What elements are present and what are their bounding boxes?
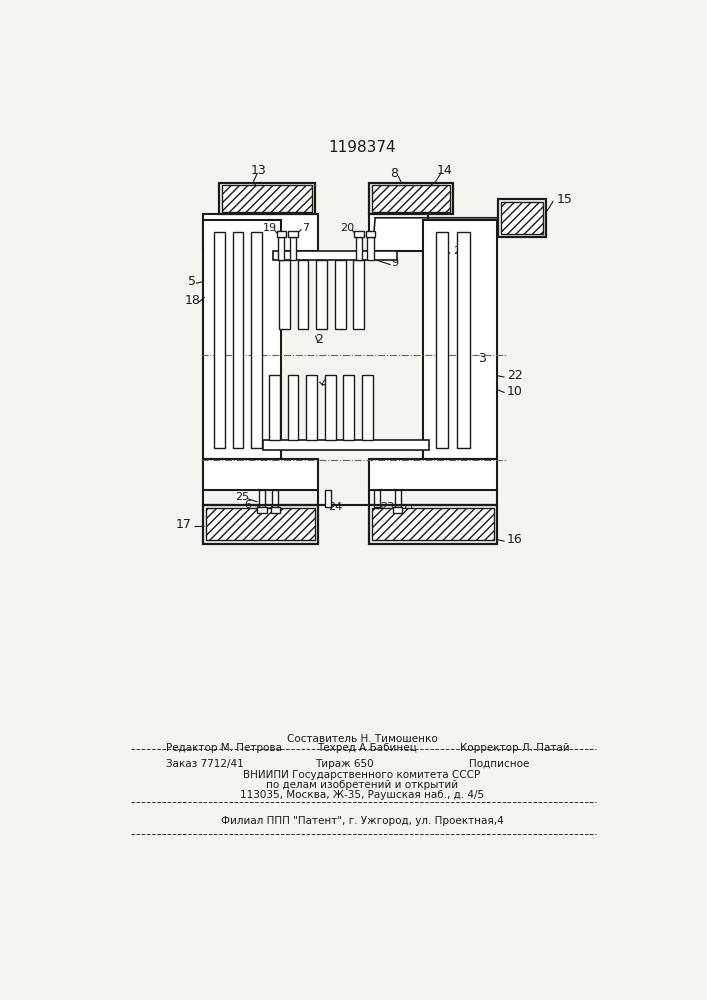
Text: Заказ 7712/41: Заказ 7712/41	[166, 759, 244, 769]
Text: 24: 24	[328, 502, 342, 512]
Text: 16: 16	[507, 533, 522, 546]
Text: 1198374: 1198374	[328, 140, 396, 155]
Text: Редактор М. Петрова: Редактор М. Петрова	[166, 743, 282, 753]
Bar	[325, 490, 331, 507]
Text: 15: 15	[556, 193, 573, 206]
Text: 20: 20	[340, 223, 354, 233]
Text: 10: 10	[507, 385, 522, 398]
Bar	[214, 232, 225, 448]
Bar	[298, 260, 308, 329]
Bar	[259, 490, 265, 507]
Bar	[272, 490, 279, 507]
Text: 4: 4	[321, 377, 329, 390]
Bar	[457, 232, 469, 448]
Bar	[288, 375, 298, 440]
Text: Техред А.Бабинец: Техред А.Бабинец	[317, 743, 416, 753]
Text: Подписное: Подписное	[469, 759, 530, 769]
Bar	[395, 490, 401, 507]
Bar	[279, 260, 290, 329]
Bar	[344, 375, 354, 440]
Text: Филиал ППП "Патент", г. Ужгород, ул. Проектная,4: Филиал ППП "Патент", г. Ужгород, ул. Про…	[221, 816, 503, 826]
Text: 25: 25	[235, 492, 249, 502]
Text: 23: 23	[380, 502, 394, 512]
Bar	[203, 220, 281, 459]
Bar	[263, 440, 429, 450]
Text: 6: 6	[244, 500, 251, 510]
Bar	[369, 505, 497, 544]
Bar	[233, 232, 243, 448]
Bar	[366, 231, 375, 237]
Bar	[251, 232, 262, 448]
Bar	[368, 237, 373, 260]
Text: 2: 2	[315, 333, 323, 346]
Text: 9: 9	[391, 258, 398, 268]
Bar	[257, 507, 267, 513]
Bar	[276, 231, 286, 237]
Bar	[288, 231, 298, 237]
Bar	[369, 459, 497, 490]
Bar	[206, 508, 315, 540]
Text: 13: 13	[251, 164, 267, 177]
Text: 18: 18	[185, 294, 200, 307]
Bar	[498, 199, 546, 237]
Text: Тираж 650: Тираж 650	[315, 759, 373, 769]
Bar	[325, 375, 336, 440]
Text: 11: 11	[402, 504, 416, 514]
Bar	[369, 214, 428, 251]
Bar	[356, 237, 362, 260]
Bar	[279, 237, 284, 260]
Text: 5: 5	[188, 275, 197, 288]
Bar	[335, 260, 346, 329]
Bar	[362, 375, 373, 440]
Bar	[290, 237, 296, 260]
Bar	[203, 214, 317, 251]
Bar	[306, 375, 317, 440]
Bar	[372, 185, 450, 212]
Text: 17: 17	[175, 518, 192, 531]
Text: Составитель Н. Тимошенко: Составитель Н. Тимошенко	[286, 734, 438, 744]
Text: по делам изобретений и открытий: по делам изобретений и открытий	[266, 780, 458, 790]
Bar	[369, 183, 452, 214]
Bar	[203, 505, 317, 544]
Bar	[271, 507, 280, 513]
Bar	[273, 251, 397, 260]
Text: 113035, Москва, Ж-35, Раушская наб., д. 4/5: 113035, Москва, Ж-35, Раушская наб., д. …	[240, 790, 484, 800]
Text: 14: 14	[437, 164, 452, 177]
Bar	[501, 202, 542, 234]
Bar	[436, 232, 448, 448]
Bar	[354, 231, 363, 237]
Text: ВНИИПИ Государственного комитета СССР: ВНИИПИ Государственного комитета СССР	[243, 770, 481, 780]
Bar	[373, 490, 380, 507]
Text: 8: 8	[390, 167, 399, 180]
Bar	[218, 183, 315, 214]
Bar	[354, 260, 364, 329]
Text: 3: 3	[478, 352, 486, 365]
Text: 12: 12	[253, 505, 267, 515]
Text: 19: 19	[263, 223, 276, 233]
Bar	[269, 375, 280, 440]
Bar	[372, 508, 493, 540]
Text: 21: 21	[452, 246, 467, 256]
Text: 22: 22	[507, 369, 522, 382]
Text: 7: 7	[302, 223, 309, 233]
Bar	[203, 459, 317, 490]
Bar	[222, 185, 312, 212]
Bar	[423, 220, 497, 459]
Text: 1: 1	[252, 352, 259, 365]
Text: Корректор Л. Патай: Корректор Л. Патай	[460, 743, 570, 753]
Bar	[393, 507, 402, 513]
Bar	[316, 260, 327, 329]
